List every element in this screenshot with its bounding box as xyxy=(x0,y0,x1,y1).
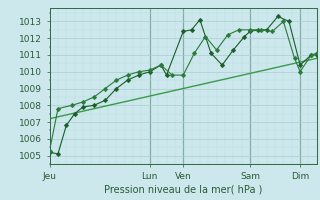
X-axis label: Pression niveau de la mer( hPa ): Pression niveau de la mer( hPa ) xyxy=(104,185,262,195)
